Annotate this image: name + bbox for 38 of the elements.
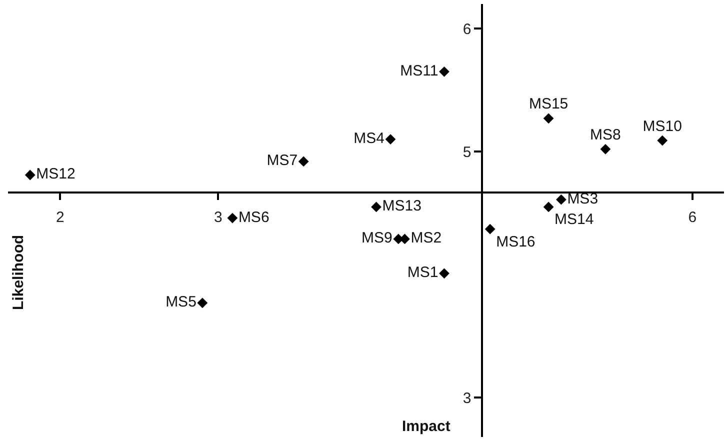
data-label: MS10 <box>642 118 682 135</box>
y-tick-label: 3 <box>462 390 472 407</box>
data-label: MS9 <box>362 230 392 247</box>
x-tick-label: 2 <box>56 209 64 226</box>
data-label: MS7 <box>266 152 298 170</box>
data-label: MS4 <box>354 130 384 148</box>
data-label: MS16 <box>496 233 536 250</box>
point <box>484 224 496 234</box>
point <box>439 268 450 279</box>
data-label: MS6 <box>238 208 270 226</box>
point <box>371 202 382 212</box>
x-axis-title: Impact <box>402 418 450 435</box>
point <box>24 170 36 180</box>
point <box>197 298 208 308</box>
data-label: MS15 <box>528 96 568 113</box>
point <box>556 194 566 205</box>
y-tick-label: 6 <box>462 20 472 38</box>
y-axis-title: Likelihood <box>10 234 28 310</box>
point <box>298 156 309 167</box>
point <box>385 134 396 145</box>
data-label: MS12 <box>36 166 76 183</box>
data-label: MS1 <box>407 264 438 282</box>
x-tick-label: 6 <box>688 209 697 226</box>
point <box>543 202 554 212</box>
data-label: MS13 <box>382 198 422 215</box>
data-label: MS11 <box>400 62 438 80</box>
point <box>543 113 554 124</box>
point <box>657 135 668 146</box>
point <box>439 66 450 77</box>
data-label: MS5 <box>166 294 196 311</box>
x-tick-label: 3 <box>214 209 222 226</box>
data-label: MS8 <box>590 126 621 144</box>
data-label: MS3 <box>567 190 598 208</box>
data-label: MS2 <box>410 230 442 247</box>
point <box>600 144 611 154</box>
point <box>227 212 238 224</box>
y-tick-label: 5 <box>462 144 472 161</box>
data-label: MS14 <box>554 211 594 228</box>
